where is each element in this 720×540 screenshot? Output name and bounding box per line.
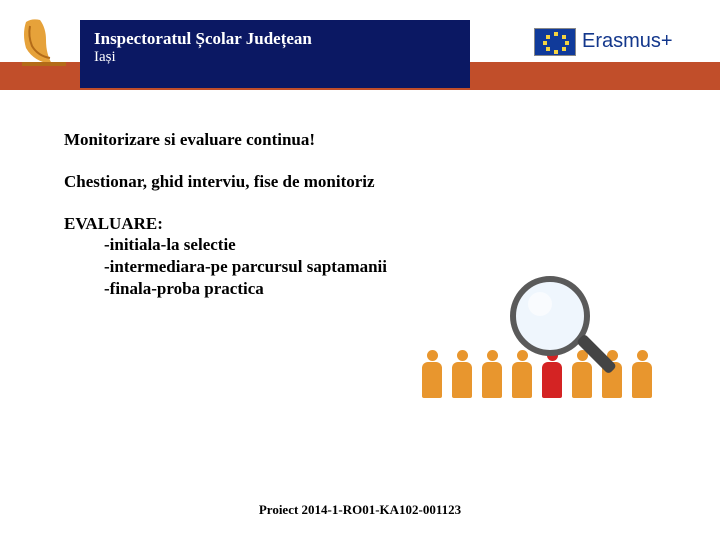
isj-title: Inspectoratul Școlar Județean: [94, 28, 456, 49]
person-icon: [628, 350, 656, 398]
project-code: Proiect 2014-1-RO01-KA102-001123: [0, 502, 720, 518]
magnifier-icon: [510, 276, 610, 376]
people-illustration: [418, 248, 658, 408]
isj-header: Inspectoratul Școlar Județean Iași: [80, 20, 470, 88]
person-icon: [448, 350, 476, 398]
person-icon: [418, 350, 446, 398]
content-subtitle: Chestionar, ghid interviu, fise de monit…: [64, 172, 680, 192]
evaluare-label: EVALUARE:: [64, 214, 680, 234]
erasmus-label: Erasmus+: [582, 30, 673, 53]
isj-subtitle: Iași: [94, 49, 456, 66]
person-icon: [478, 350, 506, 398]
content-title: Monitorizare si evaluare continua!: [64, 130, 680, 150]
isj-logo: [16, 14, 72, 70]
eu-flag-icon: [534, 28, 576, 56]
